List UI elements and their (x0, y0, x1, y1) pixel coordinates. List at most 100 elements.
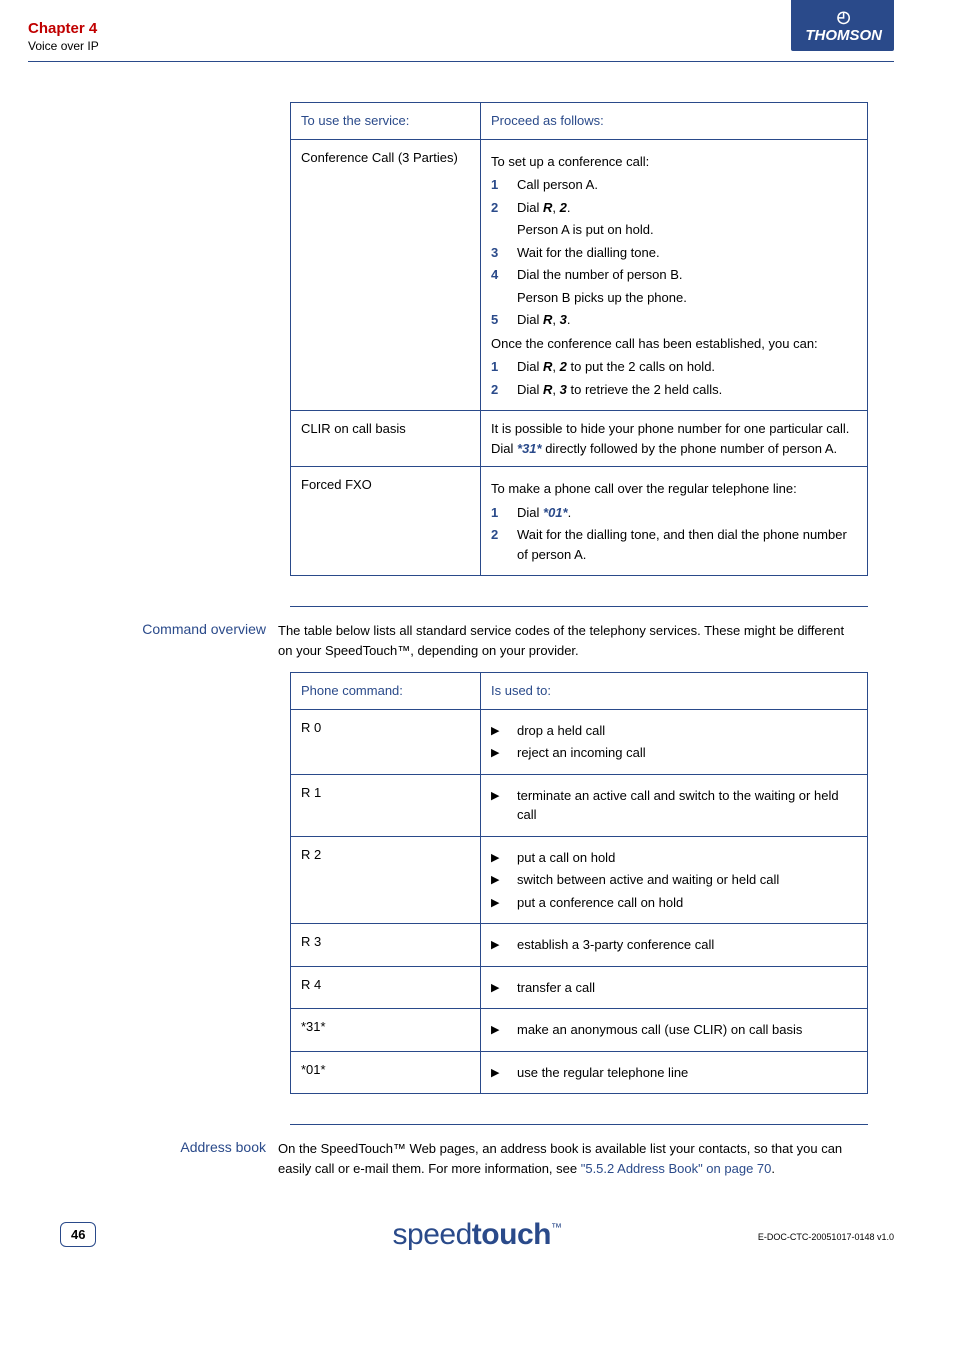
list-item: 2Dial R, 2. (491, 198, 857, 218)
col-header-service: To use the service: (291, 103, 481, 140)
command-table: Phone command: Is used to: R 0 ▶drop a h… (290, 672, 868, 1094)
usage-list: ▶put a call on hold ▶switch between acti… (491, 848, 857, 913)
command-usage: ▶terminate an active call and switch to … (481, 774, 868, 836)
triangle-icon: ▶ (491, 870, 517, 890)
list-item: ▶make an anonymous call (use CLIR) on ca… (491, 1020, 857, 1040)
content: To use the service: Proceed as follows: … (0, 102, 954, 1178)
table-row: R 0 ▶drop a held call ▶reject an incomin… (291, 709, 868, 774)
command-overview-section: Command overview The table below lists a… (0, 621, 894, 660)
header-rule (28, 61, 894, 62)
table-row: R 4 ▶transfer a call (291, 966, 868, 1009)
list-item: ▶establish a 3-party conference call (491, 935, 857, 955)
command-usage: ▶make an anonymous call (use CLIR) on ca… (481, 1009, 868, 1052)
service-procedure: It is possible to hide your phone number… (481, 411, 868, 467)
col-header-proceed: Proceed as follows: (481, 103, 868, 140)
list-item: 1Call person A. (491, 175, 857, 195)
service-name: Conference Call (3 Parties) (291, 139, 481, 411)
section-rule (290, 1124, 868, 1125)
list-item: 1Dial *01*. (491, 503, 857, 523)
list-item: ▶reject an incoming call (491, 743, 857, 763)
step-list: 1Dial R, 2 to put the 2 calls on hold. 2… (491, 357, 857, 399)
list-item: Person A is put on hold. (491, 220, 857, 240)
page-footer: 46 speedtouch™ E-DOC-CTC-20051017-0148 v… (0, 1218, 954, 1278)
list-item: 1Dial R, 2 to put the 2 calls on hold. (491, 357, 857, 377)
command-name: R 3 (291, 924, 481, 967)
usage-list: ▶establish a 3-party conference call (491, 935, 857, 955)
speedtouch-logo: speedtouch™ (393, 1218, 562, 1252)
command-usage: ▶establish a 3-party conference call (481, 924, 868, 967)
step-list: 1Dial *01*. 2Wait for the dialling tone,… (491, 503, 857, 565)
service-name: Forced FXO (291, 467, 481, 576)
list-item: Person B picks up the phone. (491, 288, 857, 308)
outro-text: Once the conference call has been establ… (491, 334, 857, 354)
table-row: Conference Call (3 Parties) To set up a … (291, 139, 868, 411)
list-item: 2Dial R, 3 to retrieve the 2 held calls. (491, 380, 857, 400)
table-row: *01* ▶use the regular telephone line (291, 1051, 868, 1094)
service-table: To use the service: Proceed as follows: … (290, 102, 868, 576)
usage-list: ▶make an anonymous call (use CLIR) on ca… (491, 1020, 857, 1040)
triangle-icon: ▶ (491, 893, 517, 913)
page-number: 46 (60, 1222, 96, 1247)
document-id: E-DOC-CTC-20051017-0148 v1.0 (758, 1232, 894, 1242)
command-name: *01* (291, 1051, 481, 1094)
chapter-block: Chapter 4 Voice over IP (28, 20, 99, 53)
col-header-command: Phone command: (291, 673, 481, 710)
table-row: *31* ▶make an anonymous call (use CLIR) … (291, 1009, 868, 1052)
page-header: Chapter 4 Voice over IP ◴ THOMSON (0, 0, 954, 61)
table-row: R 2 ▶put a call on hold ▶switch between … (291, 836, 868, 924)
list-item: ▶put a conference call on hold (491, 893, 857, 913)
command-name: R 2 (291, 836, 481, 924)
triangle-icon: ▶ (491, 935, 517, 955)
list-item: 4Dial the number of person B. (491, 265, 857, 285)
list-item: ▶drop a held call (491, 721, 857, 741)
command-usage: ▶put a call on hold ▶switch between acti… (481, 836, 868, 924)
usage-list: ▶use the regular telephone line (491, 1063, 857, 1083)
usage-list: ▶drop a held call ▶reject an incoming ca… (491, 721, 857, 763)
list-item: ▶put a call on hold (491, 848, 857, 868)
triangle-icon: ▶ (491, 1020, 517, 1040)
list-item: 5Dial R, 3. (491, 310, 857, 330)
triangle-icon: ▶ (491, 978, 517, 998)
section-label: Address book (0, 1139, 278, 1178)
table-row: R 1 ▶terminate an active call and switch… (291, 774, 868, 836)
list-item: 2Wait for the dialling tone, and then di… (491, 525, 857, 564)
usage-list: ▶terminate an active call and switch to … (491, 786, 857, 825)
command-name: *31* (291, 1009, 481, 1052)
step-list: 1Call person A. 2Dial R, 2. Person A is … (491, 175, 857, 330)
triangle-icon: ▶ (491, 1063, 517, 1083)
usage-list: ▶transfer a call (491, 978, 857, 998)
service-procedure: To set up a conference call: 1Call perso… (481, 139, 868, 411)
triangle-icon: ▶ (491, 721, 517, 741)
command-usage: ▶use the regular telephone line (481, 1051, 868, 1094)
chapter-title: Chapter 4 (28, 20, 99, 37)
list-item: ▶switch between active and waiting or he… (491, 870, 857, 890)
list-item: ▶transfer a call (491, 978, 857, 998)
triangle-icon: ▶ (491, 848, 517, 868)
section-body: The table below lists all standard servi… (278, 621, 856, 660)
cross-reference-link[interactable]: "5.5.2 Address Book" on page 70 (581, 1161, 772, 1176)
col-header-usage: Is used to: (481, 673, 868, 710)
triangle-icon: ▶ (491, 786, 517, 825)
table-header-row: Phone command: Is used to: (291, 673, 868, 710)
intro-text: To set up a conference call: (491, 152, 857, 172)
intro-text: To make a phone call over the regular te… (491, 479, 857, 499)
list-item: ▶use the regular telephone line (491, 1063, 857, 1083)
command-usage: ▶drop a held call ▶reject an incoming ca… (481, 709, 868, 774)
section-label: Command overview (0, 621, 278, 660)
list-item: 3Wait for the dialling tone. (491, 243, 857, 263)
brand-text: THOMSON (805, 27, 882, 44)
command-name: R 1 (291, 774, 481, 836)
section-rule (290, 606, 868, 607)
table-header-row: To use the service: Proceed as follows: (291, 103, 868, 140)
command-usage: ▶transfer a call (481, 966, 868, 1009)
chapter-subtitle: Voice over IP (28, 39, 99, 53)
command-name: R 0 (291, 709, 481, 774)
section-body: On the SpeedTouch™ Web pages, an address… (278, 1139, 856, 1178)
list-item: ▶terminate an active call and switch to … (491, 786, 857, 825)
triangle-icon: ▶ (491, 743, 517, 763)
globe-icon: ◴ (805, 10, 882, 26)
table-row: CLIR on call basis It is possible to hid… (291, 411, 868, 467)
service-procedure: To make a phone call over the regular te… (481, 467, 868, 576)
address-book-section: Address book On the SpeedTouch™ Web page… (0, 1139, 894, 1178)
table-row: Forced FXO To make a phone call over the… (291, 467, 868, 576)
